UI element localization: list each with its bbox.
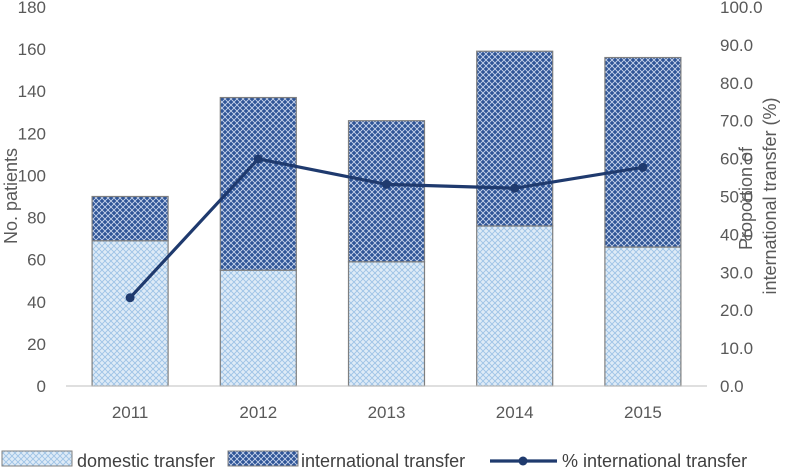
x-tick-label: 2012 xyxy=(239,403,277,422)
y-tick-label-right: 60.0 xyxy=(720,150,753,169)
legend-label-domestic: domestic transfer xyxy=(77,451,215,468)
y-axis-title-right-line-1: Proportion of xyxy=(736,146,756,250)
y-tick-label-right: 100.0 xyxy=(720,0,763,17)
y-axis-title-left: No. patients xyxy=(1,148,21,244)
legend-label-international: international transfer xyxy=(301,451,465,468)
y-tick-label-left: 20 xyxy=(27,335,46,354)
bar-international-transfer xyxy=(604,56,682,248)
y-tick-label-left: 180 xyxy=(18,0,46,17)
x-tick-label: 2011 xyxy=(112,403,149,422)
left-axis-ticks: 0 20 40 60 80 100 120 140 160 180 xyxy=(18,0,46,396)
bar-domestic-transfer xyxy=(219,269,297,387)
y-axis-title-right: Proportion of international transfer (%) xyxy=(736,97,780,294)
legend-label-line: % international transfer xyxy=(562,451,747,468)
y-tick-label-left: 140 xyxy=(18,82,46,101)
y-tick-label-left: 160 xyxy=(18,40,46,59)
bar-international-transfer xyxy=(476,50,554,227)
line-point xyxy=(638,162,648,172)
line-point xyxy=(253,154,263,164)
legend-swatch-international xyxy=(227,450,299,467)
y-tick-label-right: 90.0 xyxy=(720,36,753,55)
y-axis-title-right-line-2: international transfer (%) xyxy=(760,97,780,294)
bar-domestic-transfer xyxy=(476,225,554,387)
bar-international-transfer xyxy=(91,195,169,242)
x-tick-label: 2015 xyxy=(624,403,662,422)
bars xyxy=(91,50,682,387)
line-point xyxy=(382,179,391,189)
x-tick-label: 2014 xyxy=(496,403,534,422)
y-tick-label-left: 0 xyxy=(37,377,46,396)
right-axis-ticks: 0.0 10.0 20.0 30.0 40.0 50.0 60.0 70.0 80.0 90.0 1… xyxy=(720,0,763,396)
y-tick-label-right: 20.0 xyxy=(720,301,753,320)
y-tick-label-left: 40 xyxy=(27,293,46,312)
y-tick-label-right: 30.0 xyxy=(720,263,753,282)
line-point xyxy=(510,183,520,193)
bar-domestic-transfer xyxy=(604,246,682,387)
y-tick-label-left: 80 xyxy=(27,209,46,228)
x-axis-ticks: 2011 2012 2013 2014 2015 xyxy=(112,403,662,422)
y-tick-label-right: 40.0 xyxy=(720,225,753,244)
y-tick-label-left: 120 xyxy=(18,124,46,143)
y-tick-label-right: 0.0 xyxy=(720,377,744,396)
line-point xyxy=(125,293,135,303)
legend-swatch-marker xyxy=(518,456,528,466)
y-tick-label-left: 100 xyxy=(18,166,46,185)
bar-domestic-transfer xyxy=(347,261,426,387)
legend: domestic transfer international transfer%… xyxy=(1,450,747,468)
x-tick-label: 2013 xyxy=(368,403,406,422)
y-tick-label-right: 10.0 xyxy=(720,339,753,358)
y-tick-label-right: 70.0 xyxy=(720,112,753,131)
bar-domestic-transfer xyxy=(91,240,169,387)
bar-international-transfer xyxy=(347,120,426,263)
y-tick-label-right: 50.0 xyxy=(720,188,753,207)
bar-international-transfer xyxy=(219,96,297,271)
y-tick-label-left: 60 xyxy=(27,251,46,270)
line-series xyxy=(125,154,648,303)
legend-swatch-domestic xyxy=(1,450,73,467)
y-tick-label-right: 80.0 xyxy=(720,74,753,93)
